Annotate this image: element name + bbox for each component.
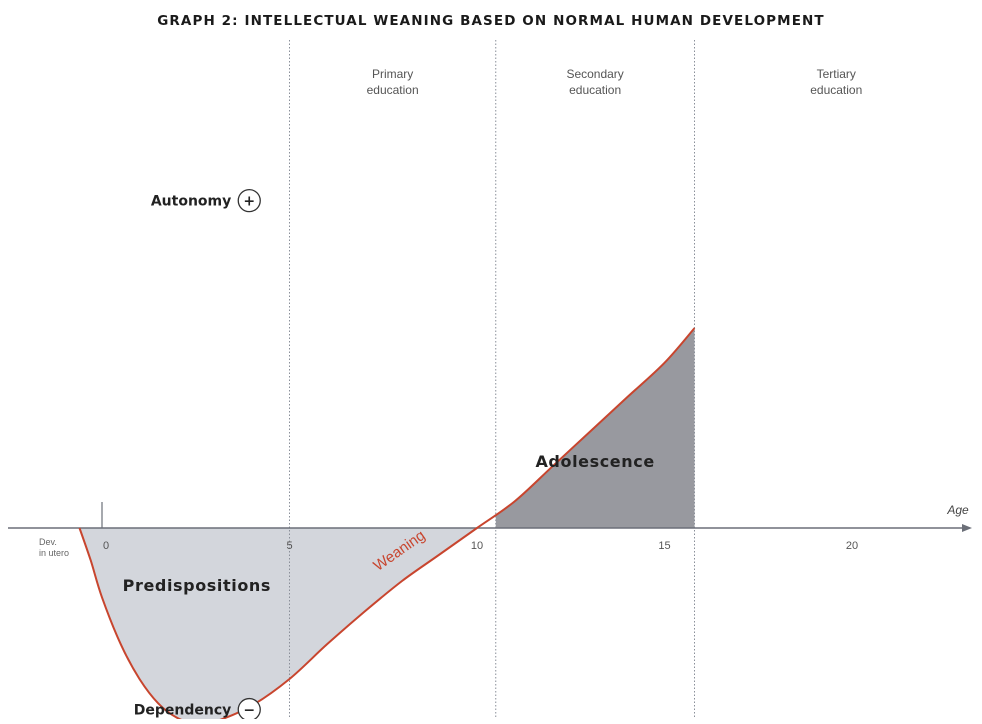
x-tick-label: 20 [846, 540, 858, 552]
x-tick-label: 5 [286, 540, 292, 552]
region-predispositions [79, 528, 477, 724]
band-label-line: Primary [372, 67, 413, 81]
band-label-line: education [810, 83, 862, 97]
autonomy-label: Autonomy [151, 194, 231, 210]
plus-circle-icon [237, 188, 261, 213]
x-axis-label: Age [946, 503, 969, 517]
chart-title: GRAPH 2: INTELLECTUAL WEANING BASED ON N… [157, 13, 824, 29]
x-axis-arrow [962, 524, 972, 532]
predispositions-label: Predispositions [123, 576, 271, 595]
band-label-line: education [569, 83, 621, 97]
adolescence-label: Adolescence [535, 452, 654, 471]
band-label-line: Secondary [566, 67, 623, 81]
dependency-label: Dependency [134, 703, 232, 719]
minus-sign: − [243, 703, 255, 719]
weaning-curve [78, 327, 696, 724]
x-tick-label: 10 [471, 540, 483, 552]
band-label-line: Tertiary [817, 67, 856, 81]
pre-birth-label: Dev. [39, 537, 57, 547]
pre-birth-label: in utero [39, 548, 69, 558]
x-tick-label: 15 [658, 540, 670, 552]
band-label-line: education [367, 83, 419, 97]
x-tick-label: 0 [103, 540, 109, 552]
plus-sign: + [243, 194, 255, 210]
